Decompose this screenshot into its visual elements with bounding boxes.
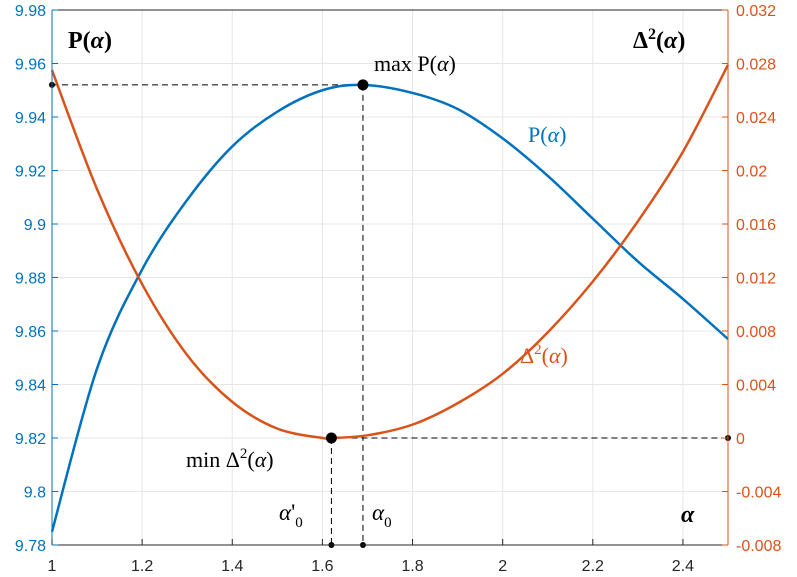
x-tick-label: 1 xyxy=(48,558,57,575)
y-left-tick-label: 9.92 xyxy=(15,164,46,181)
y-right-tick-label: 0.004 xyxy=(736,378,776,395)
y-right-tick-label: 0.028 xyxy=(736,57,776,74)
grid-lines xyxy=(51,9,728,546)
x-tick-label: 2 xyxy=(498,558,507,575)
y-left-tick-label: 9.88 xyxy=(15,271,46,288)
y-right-tick-label: 0.016 xyxy=(736,217,776,234)
x-axis-title: α xyxy=(681,502,695,528)
min-point-marker xyxy=(325,432,337,444)
y-right-tick-label: -0.004 xyxy=(736,485,781,502)
y-right-tick-label: 0.02 xyxy=(736,164,767,181)
y-left-tick-label: 9.86 xyxy=(15,324,46,341)
x-tick-label: 1.8 xyxy=(401,558,423,575)
min-annotation: min Δ2(α) xyxy=(186,446,274,472)
left-axis-title: P(α) xyxy=(68,28,112,54)
y-right-tick-label: 0.032 xyxy=(736,3,776,20)
y-left-tick-label: 9.96 xyxy=(15,57,46,74)
y-right-tick-label: 0.008 xyxy=(736,324,776,341)
y-left-tick-label: 9.98 xyxy=(15,3,46,20)
x-tick-label: 2.2 xyxy=(582,558,604,575)
curves xyxy=(50,64,730,532)
series-line-delta xyxy=(50,64,730,441)
y-left-tick-label: 9.94 xyxy=(15,110,46,127)
tick-labels: 1 1.2 1.4 1.6 1.8 2 2.2 2.4 9.78 9.8 9.82 9.84 9.86 9… xyxy=(15,3,782,575)
x-tick-label: 2.4 xyxy=(672,558,694,575)
y-right-tick-label: -0.008 xyxy=(736,538,781,555)
x-tick-label: 1.4 xyxy=(221,558,243,575)
y-right-tick-label: 0.024 xyxy=(736,110,776,127)
series-label-delta: Δ2(α) xyxy=(520,342,568,368)
alpha0-label: α0 xyxy=(372,500,392,531)
x-tick-label: 1.6 xyxy=(311,558,333,575)
axes xyxy=(51,9,729,546)
y-left-tick-label: 9.78 xyxy=(15,538,46,555)
x-tick-label: 1.2 xyxy=(131,558,153,575)
y-left-tick-label: 9.82 xyxy=(15,431,46,448)
max-annotation: max P(α) xyxy=(374,51,456,76)
series-label-p: P(α) xyxy=(528,122,566,147)
y-left-tick-label: 9.9 xyxy=(24,217,46,234)
series-line-p xyxy=(50,83,729,532)
marker-points xyxy=(49,79,731,548)
y-left-tick-label: 9.84 xyxy=(15,378,46,395)
y-right-tick-label: 0 xyxy=(736,431,745,448)
alpha0-prime-label: α'0 xyxy=(279,500,303,531)
right-axis-title: Δ2(α) xyxy=(633,26,685,54)
reference-lines xyxy=(52,84,728,545)
max-point-marker xyxy=(357,79,369,91)
y-right-tick-label: 0.012 xyxy=(736,271,776,288)
y-left-tick-label: 9.8 xyxy=(24,485,46,502)
